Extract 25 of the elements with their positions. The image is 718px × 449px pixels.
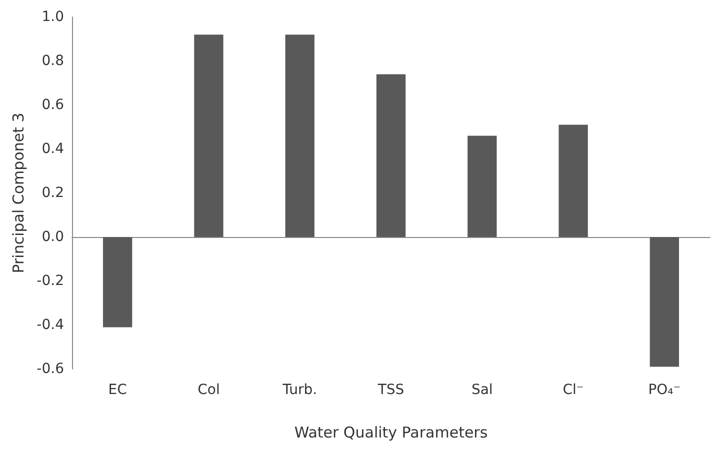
x-tick-label: PO₄⁻	[648, 382, 681, 398]
bar	[558, 124, 588, 237]
x-tick-label: Sal	[471, 382, 493, 398]
x-tick-label: Col	[198, 382, 220, 398]
bar	[285, 34, 314, 237]
y-tick-label: -0.6	[36, 361, 64, 377]
x-tick-label: EC	[108, 382, 128, 398]
y-axis-title: Principal Componet 3	[9, 112, 28, 274]
bar	[468, 136, 497, 237]
y-tick-label: 0.8	[42, 53, 64, 69]
y-tick-label: -0.2	[36, 273, 64, 289]
x-tick-label: Cl⁻	[562, 382, 584, 398]
bar	[102, 237, 132, 328]
y-tick-label: 0.6	[42, 97, 64, 113]
x-axis-title: Water Quality Parameters	[294, 424, 488, 442]
x-tick-label: Turb.	[282, 382, 318, 398]
y-tick-label: 0.0	[42, 229, 64, 245]
bar	[194, 34, 224, 237]
y-tick-label: 0.2	[42, 185, 64, 201]
bar	[376, 74, 406, 237]
bar	[650, 237, 680, 367]
y-tick-label: 1.0	[42, 9, 64, 25]
x-tick-label: TSS	[376, 382, 404, 398]
y-tick-label: 0.4	[42, 141, 64, 157]
y-tick-label: -0.4	[36, 317, 64, 333]
